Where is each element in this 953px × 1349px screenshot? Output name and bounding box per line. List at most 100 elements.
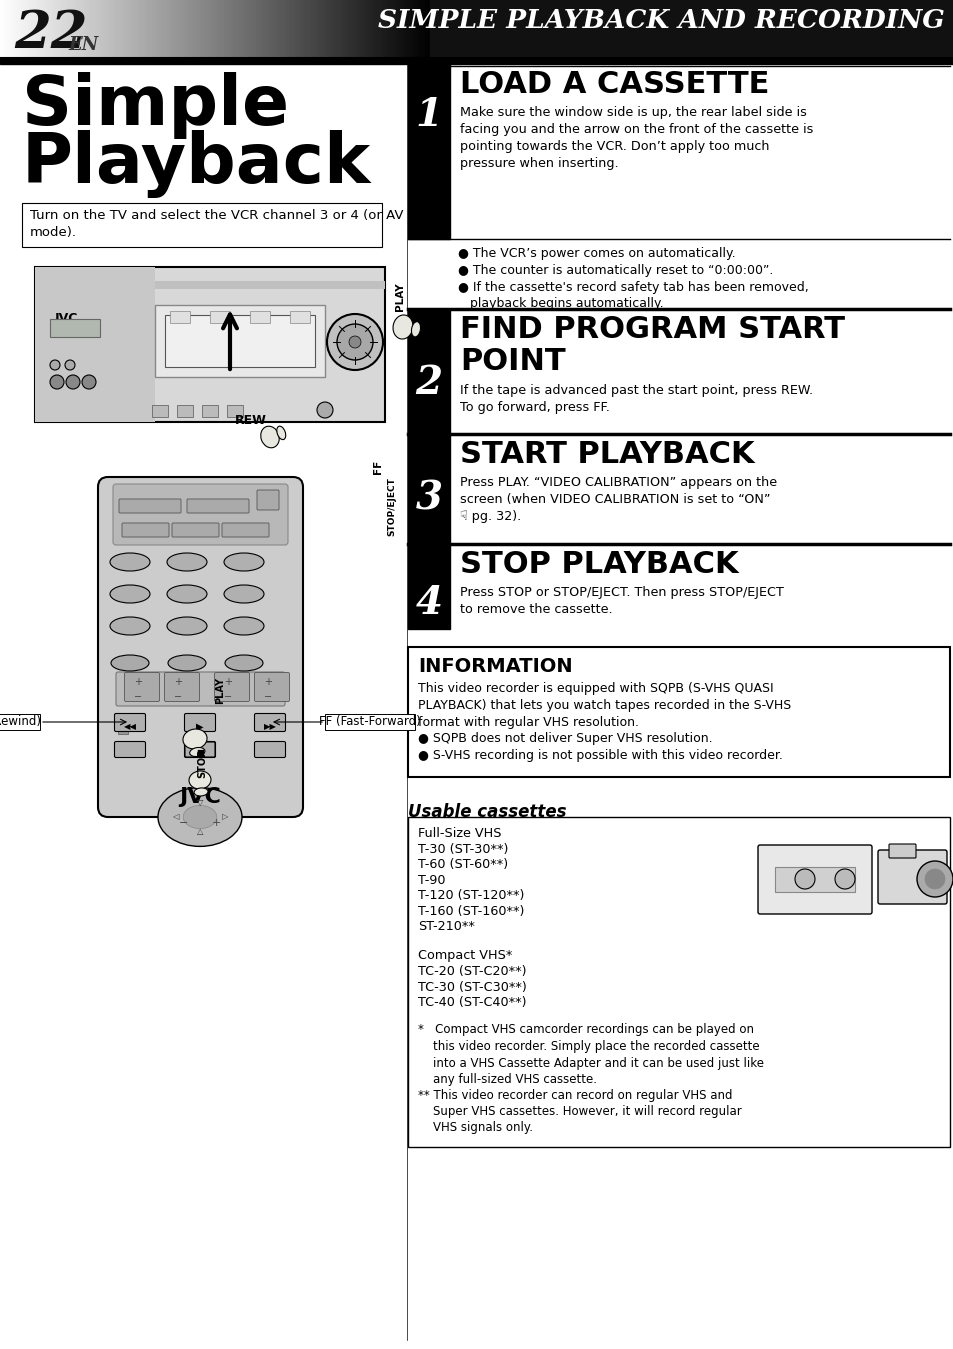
- Bar: [322, 0, 325, 58]
- Bar: [262, 0, 265, 58]
- Bar: [271, 0, 274, 58]
- Bar: [410, 0, 414, 58]
- Text: −: −: [173, 692, 182, 701]
- Text: +: +: [212, 817, 221, 828]
- Bar: [154, 305, 325, 376]
- Text: 22: 22: [14, 8, 88, 59]
- FancyBboxPatch shape: [112, 484, 288, 545]
- Circle shape: [916, 861, 952, 897]
- FancyBboxPatch shape: [187, 499, 249, 513]
- Text: TC-20 (ST-C20**): TC-20 (ST-C20**): [417, 965, 526, 978]
- Text: JVC: JVC: [55, 312, 78, 325]
- Bar: [260, 0, 263, 58]
- Bar: [116, 0, 119, 58]
- Bar: [363, 0, 366, 58]
- Ellipse shape: [110, 553, 150, 571]
- Bar: [277, 0, 280, 58]
- Text: T-60 (ST-60**): T-60 (ST-60**): [417, 858, 508, 871]
- Bar: [249, 0, 253, 58]
- Bar: [408, 648, 949, 777]
- Bar: [41, 0, 44, 58]
- Bar: [0, 0, 3, 58]
- Bar: [0, 714, 40, 730]
- Bar: [2, 0, 6, 58]
- Bar: [337, 0, 340, 58]
- Bar: [22, 0, 25, 58]
- Bar: [320, 0, 323, 58]
- Bar: [234, 0, 237, 58]
- Bar: [384, 0, 388, 58]
- Bar: [142, 0, 145, 58]
- Bar: [62, 0, 66, 58]
- FancyBboxPatch shape: [877, 850, 946, 904]
- Bar: [393, 0, 396, 58]
- Bar: [421, 0, 424, 58]
- Bar: [245, 0, 248, 58]
- Bar: [329, 0, 332, 58]
- Bar: [17, 0, 20, 58]
- Bar: [273, 0, 276, 58]
- Bar: [356, 0, 359, 58]
- Bar: [149, 0, 152, 58]
- Bar: [170, 312, 190, 322]
- FancyBboxPatch shape: [164, 673, 199, 701]
- Text: T-30 (ST-30**): T-30 (ST-30**): [417, 843, 508, 855]
- Ellipse shape: [189, 772, 211, 789]
- Bar: [180, 0, 184, 58]
- Bar: [408, 817, 949, 1147]
- Bar: [125, 0, 128, 58]
- FancyBboxPatch shape: [125, 673, 159, 701]
- Text: ** This video recorder can record on regular VHS and
    Super VHS cassettes. Ho: ** This video recorder can record on reg…: [417, 1089, 741, 1135]
- Ellipse shape: [276, 426, 286, 440]
- Bar: [418, 0, 422, 58]
- Text: Compact VHS*: Compact VHS*: [417, 950, 512, 962]
- Bar: [197, 0, 201, 58]
- Bar: [341, 0, 345, 58]
- Bar: [413, 0, 416, 58]
- FancyBboxPatch shape: [214, 673, 250, 701]
- Bar: [255, 0, 258, 58]
- Bar: [294, 0, 297, 58]
- Bar: [10, 0, 14, 58]
- Text: FF: FF: [373, 460, 382, 475]
- Text: Full-Size VHS: Full-Size VHS: [417, 827, 501, 840]
- Bar: [226, 0, 229, 58]
- Text: ▷: ▷: [222, 812, 228, 822]
- Bar: [374, 0, 376, 58]
- Bar: [75, 0, 78, 58]
- Text: PLAY: PLAY: [214, 677, 225, 704]
- Circle shape: [349, 336, 360, 348]
- Ellipse shape: [411, 321, 420, 337]
- Bar: [339, 0, 342, 58]
- Ellipse shape: [168, 656, 206, 670]
- Bar: [355, 0, 357, 58]
- Bar: [99, 0, 102, 58]
- Text: ● SQPB does not deliver Super VHS resolution.: ● SQPB does not deliver Super VHS resolu…: [417, 733, 712, 745]
- Bar: [404, 0, 407, 58]
- Ellipse shape: [167, 553, 207, 571]
- Bar: [161, 0, 164, 58]
- Bar: [372, 0, 375, 58]
- Bar: [19, 0, 23, 58]
- Bar: [303, 0, 306, 58]
- Bar: [5, 0, 8, 58]
- Circle shape: [66, 375, 80, 389]
- Bar: [296, 0, 299, 58]
- Bar: [425, 0, 429, 58]
- Bar: [159, 0, 162, 58]
- Bar: [50, 0, 52, 58]
- Ellipse shape: [167, 585, 207, 603]
- Bar: [13, 0, 16, 58]
- Text: Turn on the TV and select the VCR channel 3 or 4 (or AV
mode).: Turn on the TV and select the VCR channe…: [30, 209, 403, 239]
- Bar: [290, 0, 294, 58]
- FancyBboxPatch shape: [185, 742, 214, 757]
- Bar: [118, 724, 128, 734]
- Ellipse shape: [183, 805, 216, 828]
- Text: +: +: [173, 677, 182, 687]
- Bar: [416, 0, 420, 58]
- Bar: [346, 0, 349, 58]
- Text: POINT: POINT: [459, 347, 565, 376]
- Bar: [223, 0, 227, 58]
- FancyBboxPatch shape: [254, 742, 285, 758]
- Bar: [408, 63, 450, 239]
